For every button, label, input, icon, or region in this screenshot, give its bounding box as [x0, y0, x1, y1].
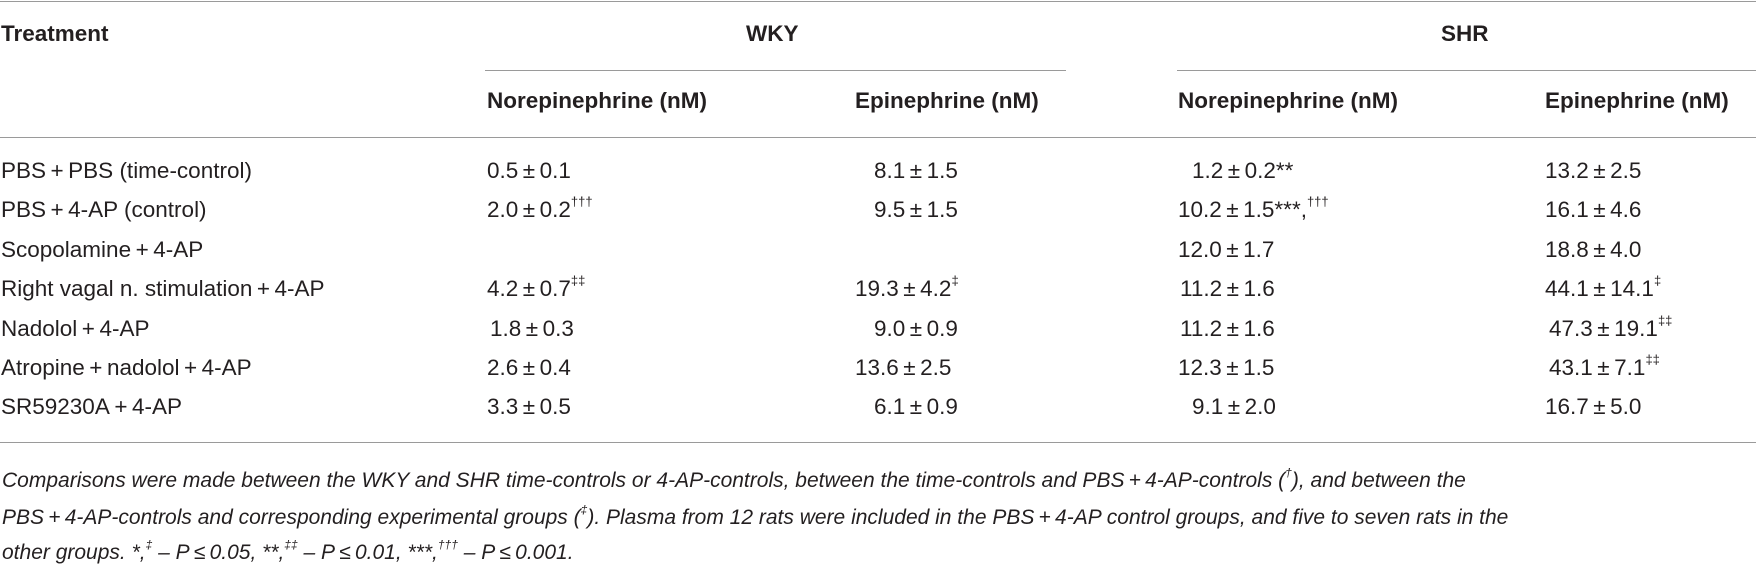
row-0-shr-ne: 1.2 ± 0.2**: [1192, 158, 1294, 183]
header-treatment: Treatment: [1, 21, 109, 46]
row-4-wky-ne: 1.8 ± 0.3: [490, 316, 574, 341]
row-0-wky-epi: 8.1 ± 1.5: [874, 158, 958, 183]
row-4-wky-epi: 9.0 ± 0.9: [874, 316, 958, 341]
row-4-shr-epi: 47.3 ± 19.1‡‡: [1549, 313, 1673, 341]
row-3-shr-epi: 44.1 ± 14.1‡: [1545, 273, 1662, 301]
row-0-wky-ne: 0.5 ± 0.1: [487, 158, 571, 183]
row-2-shr-ne: 12.0 ± 1.7: [1178, 237, 1275, 262]
row-0-shr-epi: 13.2 ± 2.5: [1545, 158, 1642, 183]
table-top-rule: [0, 1, 1756, 2]
header-wky-norepinephrine: Norepinephrine (nM): [487, 88, 707, 113]
row-1-wky-ne: 2.0 ± 0.2†††: [487, 194, 593, 222]
header-shr-epinephrine: Epinephrine (nM): [1545, 88, 1729, 113]
shr-group-rule: [1177, 70, 1756, 71]
row-3-shr-ne: 11.2 ± 1.6: [1180, 276, 1275, 301]
row-2-shr-epi: 18.8 ± 4.0: [1545, 237, 1642, 262]
row-6-wky-ne: 3.3 ± 0.5: [487, 394, 571, 419]
row-5-wky-epi: 13.6 ± 2.5: [855, 355, 952, 380]
header-shr-norepinephrine: Norepinephrine (nM): [1178, 88, 1398, 113]
row-2-treatment: Scopolamine + 4-AP: [1, 237, 204, 262]
row-5-wky-ne: 2.6 ± 0.4: [487, 355, 571, 380]
row-1-shr-ne: 10.2 ± 1.5***,†††: [1178, 194, 1329, 222]
header-wky-epinephrine: Epinephrine (nM): [855, 88, 1039, 113]
table-bottom-rule: [0, 442, 1756, 443]
footnote-line-2: PBS + 4-AP-controls and corresponding ex…: [2, 503, 1509, 529]
footnote-line-1: Comparisons were made between the WKY an…: [2, 466, 1466, 492]
row-6-treatment: SR59230A + 4-AP: [1, 394, 182, 419]
row-5-treatment: Atropine + nadolol + 4-AP: [1, 355, 252, 380]
row-3-wky-epi: 19.3 ± 4.2‡: [855, 273, 959, 301]
footnote-line-3: other groups. *,‡ – P ≤ 0.05, **,‡‡ – P …: [2, 538, 574, 564]
header-group-wky: WKY: [746, 21, 799, 46]
row-5-shr-ne: 12.3 ± 1.5: [1178, 355, 1275, 380]
row-3-wky-ne: 4.2 ± 0.7‡‡: [487, 273, 586, 301]
row-0-treatment: PBS + PBS (time-control): [1, 158, 252, 183]
row-6-shr-ne: 9.1 ± 2.0: [1192, 394, 1276, 419]
row-3-treatment: Right vagal n. stimulation + 4-AP: [1, 276, 325, 301]
row-4-treatment: Nadolol + 4-AP: [1, 316, 150, 341]
row-1-treatment: PBS + 4-AP (control): [1, 197, 207, 222]
row-5-shr-epi: 43.1 ± 7.1‡‡: [1549, 352, 1660, 380]
header-group-shr: SHR: [1441, 21, 1489, 46]
row-1-wky-epi: 9.5 ± 1.5: [874, 197, 958, 222]
row-6-shr-epi: 16.7 ± 5.0: [1545, 394, 1642, 419]
row-6-wky-epi: 6.1 ± 0.9: [874, 394, 958, 419]
header-bottom-rule: [0, 137, 1756, 138]
row-1-shr-epi: 16.1 ± 4.6: [1545, 197, 1642, 222]
row-4-shr-ne: 11.2 ± 1.6: [1180, 316, 1275, 341]
wky-group-rule: [485, 70, 1066, 71]
